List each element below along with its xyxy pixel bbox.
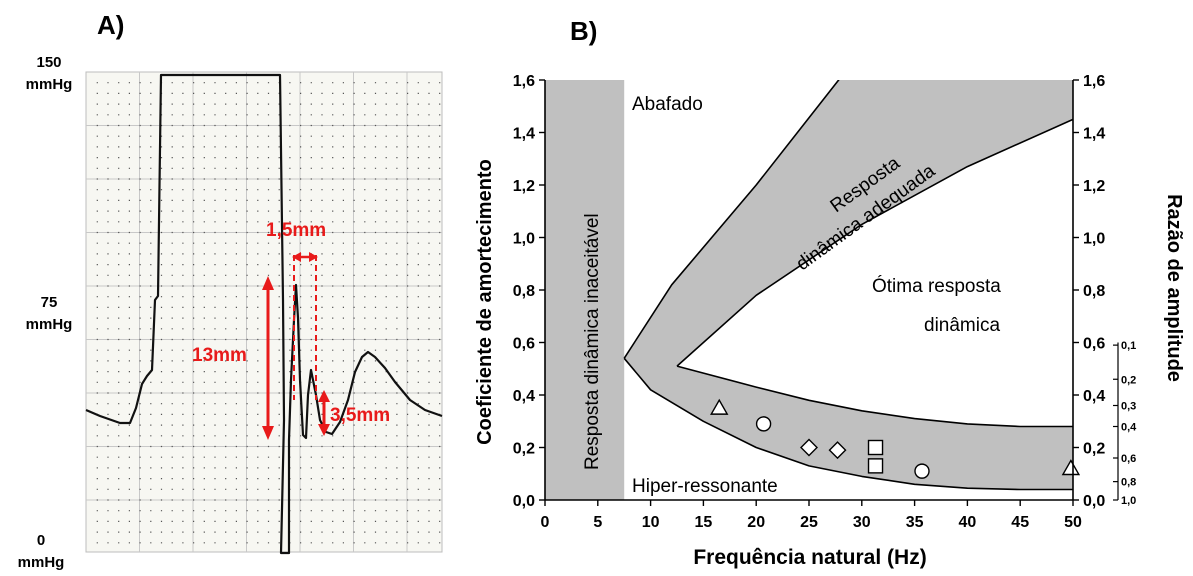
data-point-square — [867, 458, 884, 474]
grid-dot-pattern — [96, 82, 441, 544]
regions-layer — [545, 80, 1073, 500]
boundary-outer-lower — [623, 357, 1073, 491]
amplitude-ratio-label: 0,3 — [1121, 401, 1136, 413]
y2-tick-label: 0,8 — [1083, 283, 1105, 300]
x-tick-label: 20 — [747, 514, 765, 531]
region-unacceptable: Resposta dinâmica inaceitável — [582, 213, 603, 470]
y2-tick-label: 1,4 — [1083, 126, 1105, 143]
x-tick-label: 30 — [853, 514, 871, 531]
y2-tick-label: 0,2 — [1083, 441, 1105, 458]
annotation-width: 1,5mm — [266, 220, 326, 241]
pressure-label-150: 150 mmHg — [18, 52, 80, 96]
pressure-waveform — [85, 73, 443, 555]
panel-b-label: B) — [570, 16, 598, 46]
unacceptable-band — [545, 80, 625, 500]
grid-paper — [85, 71, 443, 553]
pressure-unit: mmHg — [17, 554, 65, 571]
amplitude-ratio-label: 0,8 — [1121, 477, 1136, 489]
boundary-outer-upper — [623, 80, 840, 359]
boundary-inner-lower — [676, 365, 1073, 428]
points-layer — [710, 398, 1081, 479]
plot-regions — [545, 80, 1073, 500]
pressure-value: 75 — [40, 294, 58, 311]
measurement-annotations — [262, 252, 330, 440]
arrow-head-up — [262, 276, 274, 290]
arrow-head-left — [292, 252, 301, 262]
arrow-head-up-2 — [318, 390, 330, 402]
grid-dots — [96, 82, 441, 544]
amplitude-ratio-label: 0,2 — [1121, 374, 1136, 386]
y2-tick-label: 0,0 — [1083, 493, 1105, 510]
x-tick-label: 15 — [695, 514, 713, 531]
optimal-region — [677, 119, 1073, 427]
amplitude-ratio-label: 0,4 — [1121, 422, 1137, 434]
x-tick-label: 45 — [1011, 514, 1029, 531]
panel-a-label: A) — [97, 10, 125, 40]
boundary-inner-upper — [676, 118, 1073, 367]
y-tick-label: 0,0 — [513, 493, 535, 510]
annotation-height: 13mm — [192, 345, 247, 366]
pressure-value: 150 — [36, 54, 62, 71]
y2-tick-label: 0,4 — [1083, 388, 1105, 405]
pressure-label-75: 75 mmHg — [18, 292, 80, 336]
pressure-unit: mmHg — [25, 316, 73, 333]
data-point-diamond — [828, 441, 847, 460]
y2-axis-label: Razão de amplitude — [1163, 194, 1185, 382]
x-tick-label: 35 — [906, 514, 924, 531]
pressure-value: 0 — [36, 532, 46, 549]
data-point-triangle — [1061, 459, 1081, 476]
pressure-label-0: 0 mmHg — [10, 530, 72, 574]
data-point-triangle — [710, 398, 729, 415]
y2-tick-label: 1,6 — [1083, 73, 1105, 90]
y2-tick-label: 1,2 — [1083, 178, 1105, 195]
arrow-head-right — [309, 252, 318, 262]
y-tick-label: 0,6 — [513, 336, 535, 353]
y-tick-label: 1,2 — [513, 178, 535, 195]
amplitude-ratio-label: 0,6 — [1121, 453, 1136, 465]
x-tick-label: 0 — [541, 514, 550, 531]
data-point-circle — [755, 416, 772, 432]
amplitude-ratio-label: 0,1 — [1121, 340, 1136, 352]
grid-lines — [86, 72, 442, 552]
x-tick-label: 5 — [593, 514, 602, 531]
y-tick-label: 1,4 — [513, 126, 535, 143]
data-point-square — [867, 439, 884, 456]
amplitude-ratio-label: 1,0 — [1121, 495, 1136, 507]
data-point-circle — [914, 463, 930, 479]
x-axis-label: Frequência natural (Hz) — [693, 546, 926, 569]
y-tick-label: 0,2 — [513, 441, 535, 458]
x-tick-label: 40 — [959, 514, 977, 531]
x-tick-label: 10 — [642, 514, 660, 531]
x-tick-label: 50 — [1064, 514, 1082, 531]
x-tick-label: 25 — [800, 514, 818, 531]
region-optimal-line1: Ótima resposta — [872, 275, 1001, 297]
y2-tick-label: 1,0 — [1083, 231, 1105, 248]
arrow-head-down-2 — [318, 424, 330, 436]
y-tick-label: 0,8 — [513, 283, 535, 300]
data-point-diamond — [800, 438, 818, 457]
axes-layer: 0 5 10 15 20 25 30 35 40 45 500,00,20,40,60,81,01,… — [513, 73, 1137, 531]
y2-tick-label: 0,6 — [1083, 336, 1105, 353]
y-tick-label: 1,6 — [513, 73, 535, 90]
annotation-second-peak: 3,5mm — [330, 405, 390, 426]
y-tick-label: 0,4 — [513, 388, 535, 405]
arrow-head-down — [262, 426, 274, 440]
y-axis-label: Coeficiente de amortecimento — [474, 159, 496, 445]
region-damped: Abafado — [632, 94, 703, 115]
region-optimal-line2: dinâmica — [924, 315, 1000, 336]
y-tick-label: 1,0 — [513, 231, 535, 248]
region-hyper: Hiper-ressonante — [632, 476, 778, 497]
pressure-unit: mmHg — [25, 76, 73, 93]
